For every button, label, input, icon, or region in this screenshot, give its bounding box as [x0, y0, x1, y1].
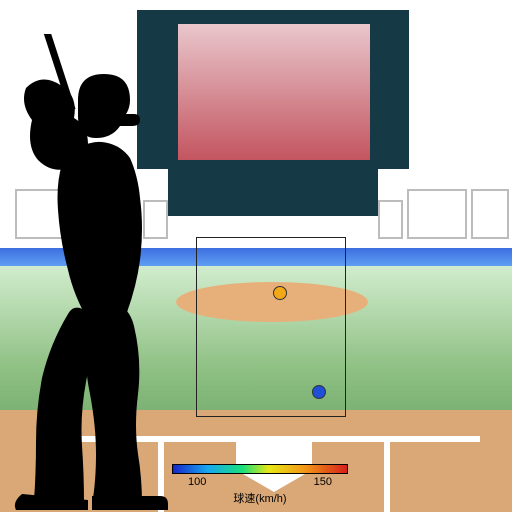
colorbar-tick-label: 100 — [188, 476, 206, 488]
pitch-location-chart: 100 150 球速(km/h) — [0, 0, 512, 512]
pitch-marker — [312, 385, 326, 399]
pitch-marker — [273, 286, 287, 300]
batter-silhouette — [0, 34, 222, 510]
colorbar-ticks: 100 150 — [172, 476, 348, 490]
colorbar-label: 球速(km/h) — [172, 490, 348, 506]
speed-colorbar — [172, 464, 348, 474]
colorbar-tick-label: 150 — [314, 476, 332, 488]
